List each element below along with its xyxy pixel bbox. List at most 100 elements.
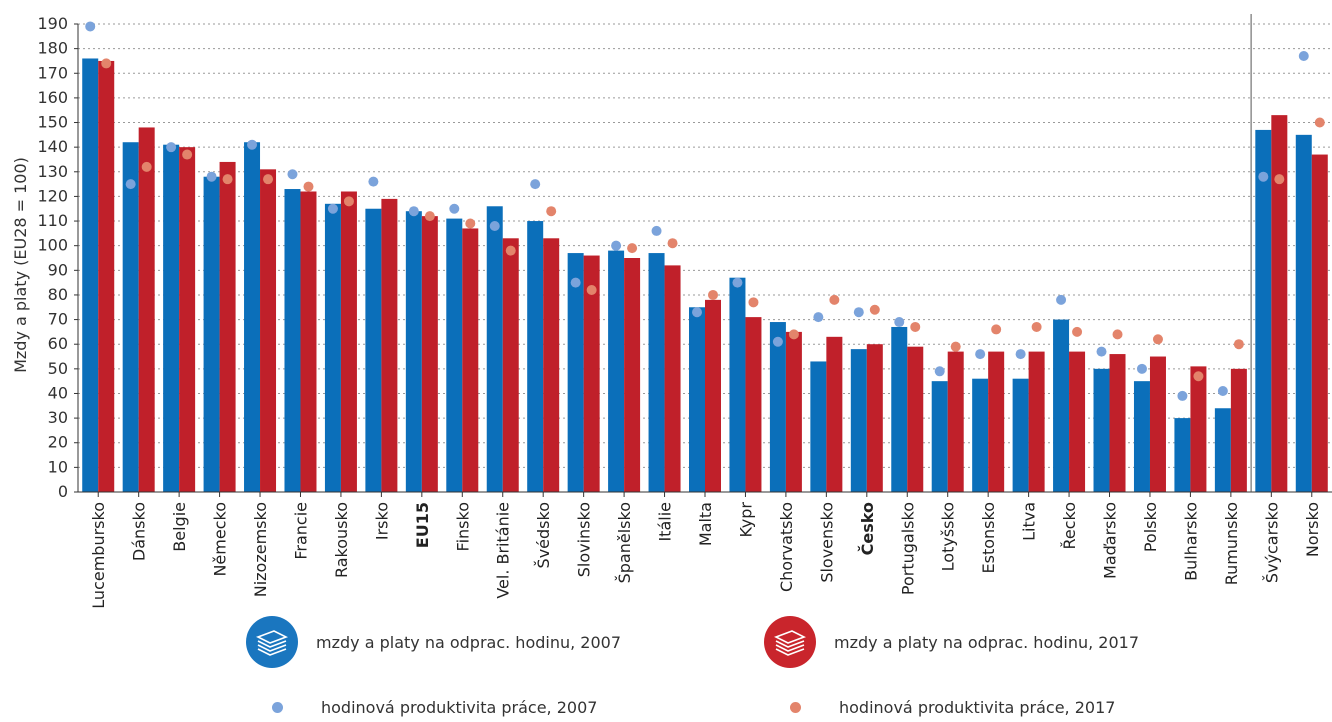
bar-2007 [1094,369,1110,492]
y-tick-label: 10 [48,457,68,476]
point-productivity-2017 [101,58,111,68]
x-tick-label: Slovinsko [575,502,594,577]
point-productivity-2007 [85,21,95,31]
point-productivity-2017 [627,243,637,253]
x-tick-label: Nizozemsko [251,502,270,597]
x-tick-label: Česko [858,502,877,555]
point-productivity-2007 [773,337,783,347]
bar-2017 [907,347,923,492]
bar-2007 [244,142,260,492]
y-tick-label: 40 [48,383,68,402]
point-productivity-2007 [652,226,662,236]
point-productivity-2017 [303,182,313,192]
legend-item-wage-2017: mzdy a platy na odprac. hodinu, 2017 [764,616,1139,668]
point-productivity-2007 [449,204,459,214]
bar-2017 [462,228,478,492]
x-tick-label: Švédsko [534,502,553,568]
point-productivity-2007 [126,179,136,189]
bar-2007 [689,307,705,492]
point-productivity-2007 [611,241,621,251]
x-tick-label: Bulharsko [1181,502,1200,581]
bar-2007 [649,253,665,492]
y-axis-ticks: 0 10 20 30 40 50 60 70 80 90 100 110 120 130 140 150 160… [37,14,78,501]
y-tick-label: 120 [37,186,68,205]
y-tick-label: 90 [48,260,68,279]
point-productivity-2017 [263,174,273,184]
y-tick-label: 60 [48,334,68,353]
legend-item-prod-2017: hodinová produktivita práce, 2017 [768,698,1115,717]
bar-2017 [543,238,559,492]
legend-item-wage-2007: mzdy a platy na odprac. hodinu, 2007 [246,616,621,668]
y-tick-label: 170 [37,63,68,82]
legend: mzdy a platy na odprac. hodinu, 2007 mzd… [0,610,1332,722]
y-tick-label: 30 [48,408,68,427]
chart: 0 10 20 30 40 50 60 70 80 90 100 110 120 130 140 150 160… [0,0,1332,610]
point-productivity-2007 [1056,295,1066,305]
bar-2007 [972,379,988,492]
point-productivity-2017 [870,305,880,315]
bar-2017 [220,162,236,492]
point-productivity-2017 [951,342,961,352]
bar-2007 [608,251,624,492]
x-tick-label: Finsko [453,502,472,551]
bar-2017 [1312,155,1328,492]
x-tick-label: Švýcarsko [1262,502,1281,583]
bar-2007 [1013,379,1029,492]
x-tick-label: Portugalsko [898,502,917,595]
point-productivity-2007 [692,307,702,317]
y-tick-label: 130 [37,162,68,181]
bar-2017 [1110,354,1126,492]
point-productivity-2017 [465,219,475,229]
point-productivity-2017 [1032,322,1042,332]
x-tick-label: Polsko [1141,502,1160,552]
x-tick-label: EU15 [413,502,432,548]
bar-2017 [1150,357,1166,492]
legend-item-prod-2007: hodinová produktivita práce, 2007 [250,698,597,717]
bar-2007 [365,209,381,492]
point-productivity-2007 [571,278,581,288]
point-productivity-2017 [829,295,839,305]
bar-2007 [932,381,948,492]
x-tick-label: Vel. Británie [494,502,513,599]
point-productivity-2017 [789,329,799,339]
point-productivity-2007 [1137,364,1147,374]
y-tick-label: 150 [37,113,68,132]
legend-dot-prod-2017 [790,702,801,713]
point-productivity-2007 [813,312,823,322]
point-productivity-2017 [587,285,597,295]
point-productivity-2017 [991,324,1001,334]
bar-2017 [98,61,114,492]
point-productivity-2017 [506,246,516,256]
x-tick-label: Rumunsko [1222,502,1241,585]
bar-2017 [381,199,397,492]
y-tick-label: 110 [37,211,68,230]
point-productivity-2017 [1315,118,1325,128]
bar-2007 [810,361,826,492]
legend-label-prod-2017: hodinová produktivita práce, 2017 [839,698,1115,717]
y-tick-label: 100 [37,236,68,255]
point-productivity-2017 [223,174,233,184]
point-productivity-2017 [1113,329,1123,339]
bar-2007 [163,145,179,492]
legend-label-wage-2007: mzdy a platy na odprac. hodinu, 2007 [316,633,621,652]
x-tick-label: Norsko [1303,502,1322,557]
money-stack-icon [246,616,298,668]
point-productivity-2017 [668,238,678,248]
bar-2007 [1174,418,1190,492]
x-tick-label: Malta [696,502,715,546]
point-productivity-2017 [1153,334,1163,344]
y-tick-label: 190 [37,14,68,33]
bar-2017 [1231,369,1247,492]
bar-2007 [891,327,907,492]
bar-2017 [341,191,357,492]
bar-2007 [284,189,300,492]
bar-2017 [1190,366,1206,492]
bar-2017 [1029,352,1045,492]
bar-2007 [527,221,543,492]
x-tick-label: Slovensko [817,502,836,583]
bar-2017 [786,332,802,492]
bar-2017 [260,169,276,492]
point-productivity-2007 [490,221,500,231]
y-tick-label: 160 [37,88,68,107]
point-productivity-2007 [935,366,945,376]
